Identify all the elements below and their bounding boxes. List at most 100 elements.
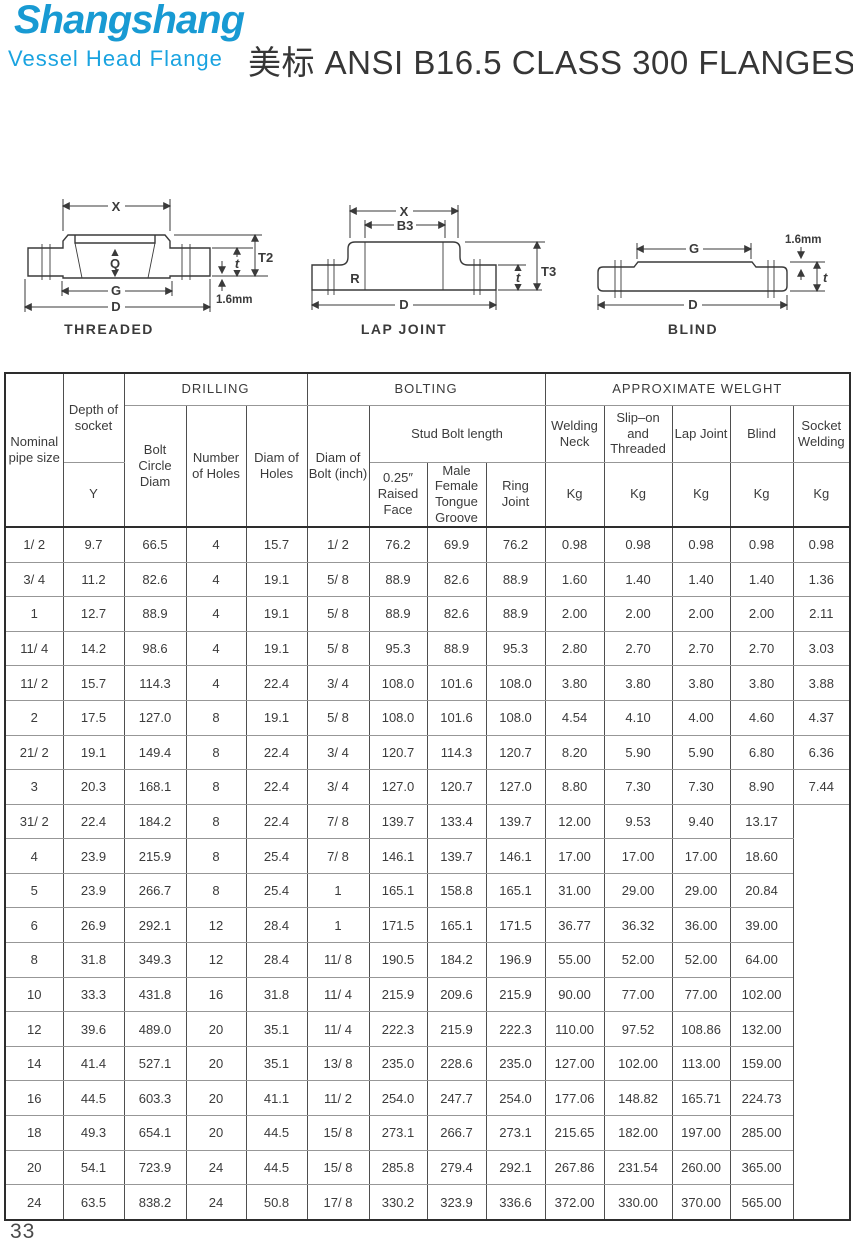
table-cell: 29.00 xyxy=(671,872,731,909)
table-cell: 36.00 xyxy=(671,907,731,944)
table-cell: 222.3 xyxy=(485,1011,546,1047)
group-header-approximate-weight: APPROXIMATE WELGHT xyxy=(544,372,851,406)
table-cell: 8 xyxy=(185,872,247,909)
table-cell: 17.00 xyxy=(544,838,605,874)
table-row: 5 23.9 266.7 8 25.4 1 165.1 158.8 165.1 31.00 29.0… xyxy=(4,872,850,909)
table-cell: 292.1 xyxy=(123,907,187,944)
table-cell: 489.0 xyxy=(123,1011,187,1047)
lap-joint-outline xyxy=(311,241,497,291)
table-cell: 39.00 xyxy=(729,907,794,944)
dim-label-x: X xyxy=(112,199,121,214)
table-cell: 88.9 xyxy=(426,630,487,667)
table-cell: 31.00 xyxy=(544,872,605,909)
table-cell: 273.1 xyxy=(485,1115,546,1151)
table-cell: 17.00 xyxy=(671,838,731,874)
table-cell: 5/ 8 xyxy=(306,699,370,736)
table-cell: 12 xyxy=(4,1011,64,1047)
table-cell: 2.00 xyxy=(603,596,673,632)
table-row: 10 33.3 431.8 16 31.8 11/ 4 215.9 209.6 215.9 90.… xyxy=(4,976,850,1013)
table-cell: 108.0 xyxy=(368,699,428,736)
table-cell: 4.00 xyxy=(671,699,731,736)
table-cell: 4 xyxy=(185,630,247,667)
threaded-outline xyxy=(27,234,211,279)
table-cell: 3.80 xyxy=(603,665,673,701)
table-row: 24 63.5 838.2 24 50.8 17/ 8 330.2 323.9 336.6 372… xyxy=(4,1184,850,1221)
table-cell: 8 xyxy=(185,838,247,874)
table-cell: 88.9 xyxy=(485,561,546,598)
table-cell: 120.7 xyxy=(485,734,546,771)
table-cell: 18.60 xyxy=(729,838,794,874)
table-cell: 77.00 xyxy=(603,976,673,1013)
table-cell: 28.4 xyxy=(245,942,308,978)
table-cell: 20.84 xyxy=(729,872,794,909)
table-row: 3/ 4 11.2 82.6 4 19.1 5/ 8 88.9 82.6 88.9 1.60 1.4… xyxy=(4,561,851,598)
table-cell: 1.40 xyxy=(603,561,673,598)
table-cell: 102.00 xyxy=(603,1045,673,1082)
table-cell: 285.00 xyxy=(729,1115,794,1151)
unit-kg: Kg xyxy=(544,461,605,528)
page-number: 33 xyxy=(10,1220,36,1243)
table-cell: 235.0 xyxy=(485,1045,546,1082)
table-cell: 228.6 xyxy=(426,1045,487,1082)
table-row: 12 39.6 489.0 20 35.1 11/ 4 222.3 215.9 222.3 110… xyxy=(4,1011,850,1047)
table-cell: 292.1 xyxy=(485,1149,546,1186)
table-cell: 6.36 xyxy=(792,734,851,771)
group-header-drilling: DRILLING xyxy=(123,372,308,406)
table-cell: 149.4 xyxy=(123,734,187,771)
table-cell: 3 xyxy=(4,769,64,805)
table-cell: 330.00 xyxy=(603,1184,673,1221)
table-cell: 11/ 4 xyxy=(4,630,64,667)
col-header-welding-neck: Welding Neck xyxy=(544,404,605,463)
table-cell: 1.36 xyxy=(792,561,851,598)
table-cell: 15/ 8 xyxy=(306,1149,370,1186)
table-row: 3 20.3 168.1 8 22.4 3/ 4 127.0 120.7 127.0 8.80 7.… xyxy=(4,769,851,805)
table-cell: 330.2 xyxy=(368,1184,428,1221)
table-cell: 108.86 xyxy=(671,1011,731,1047)
table-cell: 7/ 8 xyxy=(306,803,370,840)
threaded-bore-lines xyxy=(74,242,156,279)
table-cell: 1/ 2 xyxy=(4,525,64,563)
table-cell: 254.0 xyxy=(485,1080,546,1117)
table-cell: 2.00 xyxy=(671,596,731,632)
table-cell: 184.2 xyxy=(123,803,187,840)
table-cell: 4 xyxy=(185,525,247,563)
table-cell: 33.3 xyxy=(62,976,125,1013)
table-cell: 1.60 xyxy=(544,561,605,598)
table-cell: 25.4 xyxy=(245,838,308,874)
table-cell: 6.80 xyxy=(729,734,794,771)
table-cell: 7.30 xyxy=(603,769,673,805)
table-cell: 20 xyxy=(185,1011,247,1047)
table-cell: 285.8 xyxy=(368,1149,428,1186)
dim-label-x: X xyxy=(400,204,409,219)
table-row: 6 26.9 292.1 12 28.4 1 171.5 165.1 171.5 36.77 36.… xyxy=(4,907,850,944)
table-cell: 19.1 xyxy=(245,630,308,667)
table-cell: 139.7 xyxy=(485,803,546,840)
table-cell: 209.6 xyxy=(426,976,487,1013)
table-cell: 2.80 xyxy=(544,630,605,667)
table-row: 11/ 4 14.2 98.6 4 19.1 5/ 8 95.3 88.9 95.3 2.80 2.… xyxy=(4,630,851,667)
table-cell: 723.9 xyxy=(123,1149,187,1186)
table-cell: 19.1 xyxy=(62,734,125,771)
table-cell: 7.44 xyxy=(792,769,851,805)
table-row: 14 41.4 527.1 20 35.1 13/ 8 235.0 228.6 235.0 127… xyxy=(4,1045,850,1082)
table-cell: 76.2 xyxy=(368,525,428,563)
table-cell: 23.9 xyxy=(62,838,125,874)
table-cell: 14 xyxy=(4,1045,64,1082)
table-cell: 0.98 xyxy=(729,525,794,563)
table-cell: 4 xyxy=(185,561,247,598)
table-cell: 101.6 xyxy=(426,699,487,736)
col-header-bolt-circle-diam: Bolt Circle Diam xyxy=(123,404,187,528)
table-cell: 15/ 8 xyxy=(306,1115,370,1151)
table-cell: 0.98 xyxy=(603,525,673,563)
table-cell: 20 xyxy=(185,1115,247,1151)
table-cell: 101.6 xyxy=(426,665,487,701)
threaded-flange-diagram: X Q G D t T2 1.6mm THREADED xyxy=(23,199,273,337)
table-cell: 431.8 xyxy=(123,976,187,1013)
col-header-male-female-tongue-groove: Male Female Tongue Groove xyxy=(426,461,487,528)
table-cell: 114.3 xyxy=(426,734,487,771)
table-cell: 11/ 4 xyxy=(306,1011,370,1047)
table-cell: 8 xyxy=(185,769,247,805)
table-cell: 0.98 xyxy=(544,525,605,563)
table-cell: 6 xyxy=(4,907,64,944)
